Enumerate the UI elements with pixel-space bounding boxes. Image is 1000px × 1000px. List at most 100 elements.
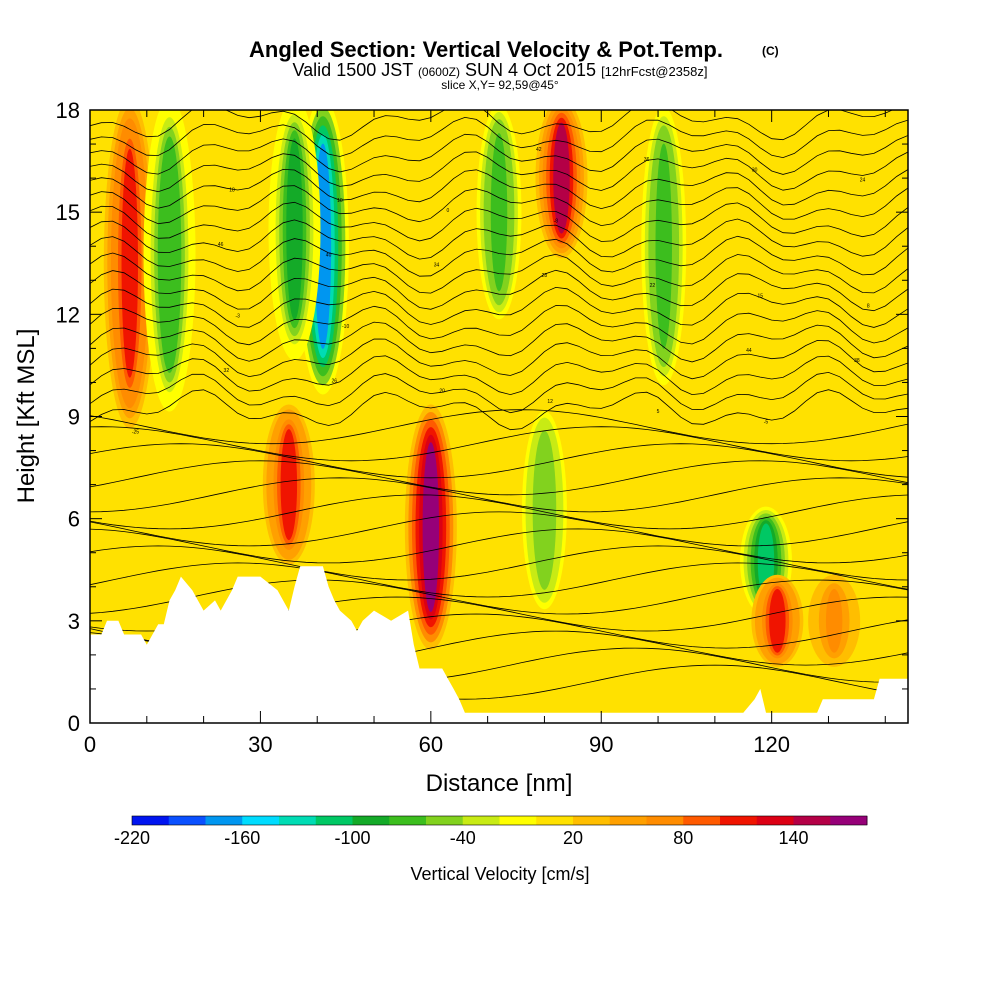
x-tick-label: 90 (589, 732, 613, 757)
contour-label: 38 (854, 358, 860, 364)
theta-contour-line (90, 477, 908, 513)
contour-label: 46 (218, 242, 224, 248)
theta-contour-line (90, 371, 908, 414)
contour-label: -8 (554, 218, 559, 224)
theta-contour-line (90, 579, 908, 615)
colorbar-swatch (132, 816, 170, 825)
chart-subtitle: Valid 1500 JST (0600Z) SUN 4 Oct 2015 [1… (293, 60, 708, 80)
colorbar-swatch (389, 816, 427, 825)
colorbar-swatch (793, 816, 831, 825)
x-tick-label: 30 (248, 732, 272, 757)
contour-label: 0 (446, 208, 449, 214)
velocity-band (535, 110, 588, 259)
subtitle-date: SUN 4 Oct 2015 (465, 60, 596, 80)
band-level (422, 442, 440, 613)
colorbar-swatch (279, 816, 317, 825)
contour-label: 12 (547, 399, 553, 405)
theta-contour-line (90, 218, 908, 260)
subtitle-utc: (0600Z) (418, 65, 460, 79)
velocity-band (473, 110, 525, 327)
colorbar-swatch (426, 816, 464, 825)
colorbar-tick-label: -40 (450, 828, 476, 848)
colorbar-swatch (462, 816, 500, 825)
colorbar-swatch (352, 816, 390, 825)
colorbar-frame (131, 815, 868, 826)
y-axis-label: Height [Kft MSL] (13, 329, 40, 504)
contour-label: 22 (650, 283, 656, 289)
theta-contour-line (90, 562, 908, 598)
theta-contour-line (90, 151, 908, 193)
subtitle-forecast: [12hrFcst@2358z] (601, 64, 707, 79)
colorbar-swatch (573, 816, 611, 825)
band-level (121, 148, 138, 378)
colorbar-tick-label: 140 (778, 828, 808, 848)
theta-contour-line (90, 511, 908, 547)
colorbar-swatch (646, 816, 684, 825)
theta-contour-line (90, 201, 908, 242)
contour-label: 28 (542, 273, 548, 279)
colorbar-tick-label: 20 (563, 828, 583, 848)
theta-contour-line (90, 389, 908, 431)
band-level (286, 138, 303, 321)
contour-label: 8 (867, 304, 870, 310)
colorbar-swatch (499, 816, 537, 825)
velocity-band (404, 404, 457, 650)
theta-contour-line (90, 321, 908, 363)
velocity-band (143, 110, 196, 412)
theta-contour-line (90, 269, 908, 312)
colorbar-swatch (242, 816, 280, 825)
x-tick-label: 60 (419, 732, 443, 757)
contour-label: -10 (342, 324, 349, 330)
contour-label: 40 (326, 252, 332, 258)
velocity-band (751, 574, 804, 667)
contour-label: 44 (746, 348, 752, 354)
y-tick-label: 18 (56, 98, 80, 123)
velocity-band (268, 110, 321, 361)
theta-contour-line (90, 443, 908, 479)
velocity-band (518, 404, 571, 616)
terrain-mask (90, 566, 908, 723)
theta-contour-line (90, 116, 908, 159)
contour-label: 18 (229, 188, 235, 194)
x-tick-label: 120 (753, 732, 790, 757)
contour-label: -3 (235, 314, 240, 320)
velocity-band (637, 110, 690, 395)
band-level (769, 588, 786, 653)
colorbar: -220 -160 -100 -40 20 80 140 (114, 815, 868, 848)
colorbar-swatch (168, 816, 206, 825)
theta-contour-line (90, 235, 908, 277)
y-tick-label: 9 (68, 405, 80, 430)
colorbar-swatch (830, 816, 868, 825)
contour-label: 24 (860, 178, 866, 184)
theta-contour-line (90, 338, 908, 380)
theta-contour-line (90, 460, 908, 496)
contour-label: 30 (752, 167, 758, 173)
theta-contours: -25 -10 -8 -5 -3 0 5 8 10 12 15 18 20 22 24 26 28 30 32 34 3… (90, 110, 908, 700)
colorbar-swatch (720, 816, 758, 825)
colorbar-label: Vertical Velocity [cm/s] (410, 864, 589, 884)
chart-title-units: (C) (762, 44, 779, 58)
band-level (553, 122, 570, 234)
y-tick-label: 3 (68, 609, 80, 634)
x-axis-label: Distance [nm] (426, 770, 573, 797)
contour-label: 26 (331, 378, 337, 384)
contour-label: 5 (657, 409, 660, 415)
y-tick-label: 15 (56, 200, 80, 225)
contour-label: -5 (764, 419, 769, 425)
subtitle-valid: Valid 1500 JST (293, 60, 414, 80)
contour-label: -25 (132, 430, 139, 436)
theta-contour-line (90, 185, 908, 227)
y-tick-label: 6 (68, 507, 80, 532)
theta-contour-line (90, 133, 908, 175)
y-tick-label: 12 (56, 302, 80, 327)
contour-label: 42 (536, 147, 542, 153)
chart-slice-info: slice X,Y= 92,59@45° (441, 78, 559, 92)
colorbar-tick-label: -160 (224, 828, 260, 848)
band-level (825, 588, 843, 653)
band-level (655, 143, 672, 349)
colorbar-swatch (756, 816, 794, 825)
colorbar-tick-label: 80 (673, 828, 693, 848)
contour-label: 10 (337, 198, 343, 204)
